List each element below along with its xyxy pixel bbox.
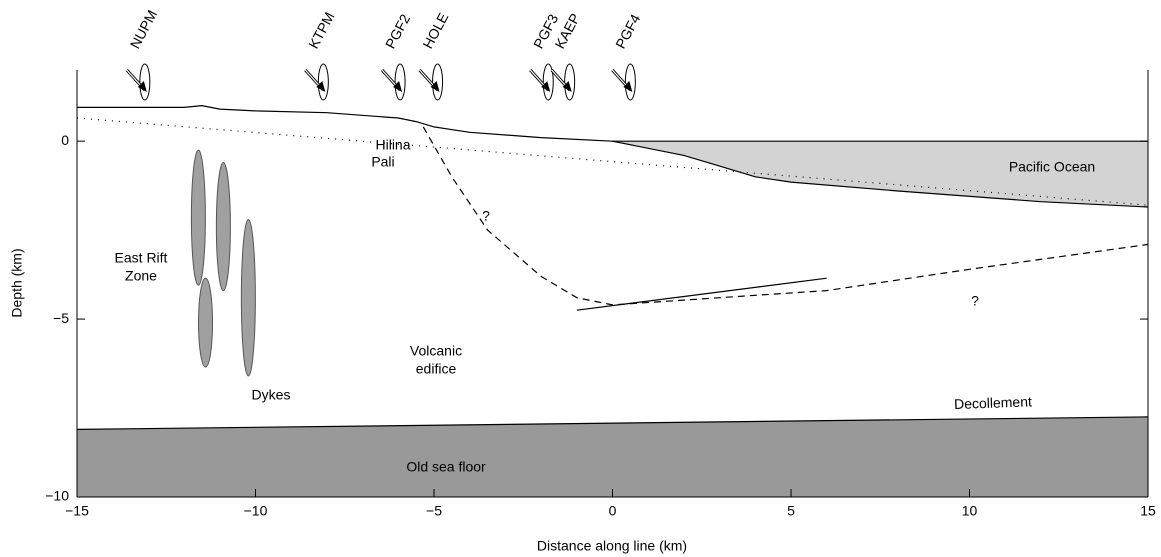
old-sea-floor bbox=[77, 416, 1148, 497]
y-axis-title: Depth (km) bbox=[9, 248, 25, 317]
annotation: ? bbox=[971, 293, 979, 309]
station-ellipse bbox=[394, 63, 406, 101]
seafloor-line bbox=[612, 140, 1149, 208]
arrow-head bbox=[562, 81, 572, 92]
arrow-head bbox=[541, 81, 551, 92]
x-tick-label: −10 bbox=[244, 503, 268, 519]
surface-line bbox=[77, 104, 613, 142]
x-tick-label: −15 bbox=[65, 503, 89, 519]
annotation: ? bbox=[482, 208, 490, 224]
annotation: Volcanic bbox=[410, 343, 462, 359]
station-ellipse bbox=[317, 63, 329, 101]
y-tick-label: 0 bbox=[61, 132, 69, 148]
arrow-head bbox=[137, 81, 147, 92]
decollement-line bbox=[76, 416, 1149, 430]
annotation: Pali bbox=[371, 154, 394, 170]
arrow-head bbox=[623, 81, 633, 92]
fault-line bbox=[422, 126, 1149, 306]
y-tick-label: −5 bbox=[53, 310, 69, 326]
annotation: Zone bbox=[125, 268, 157, 284]
annotation: East Rift bbox=[115, 250, 168, 266]
x-tick-label: 0 bbox=[609, 503, 617, 519]
station-ellipse bbox=[542, 63, 554, 101]
annotation: Hilina bbox=[375, 137, 410, 153]
station-ellipse bbox=[432, 63, 444, 101]
annotation: Pacific Ocean bbox=[1009, 159, 1095, 175]
station-ellipse bbox=[624, 63, 636, 101]
station-label: NUPM bbox=[127, 7, 160, 51]
arrow-head bbox=[393, 81, 403, 92]
x-tick-label: 5 bbox=[787, 503, 795, 519]
annotation: Dykes bbox=[252, 387, 291, 403]
x-tick-label: 15 bbox=[1140, 503, 1156, 519]
y-tick-label: −10 bbox=[45, 488, 69, 504]
station-label: KTPM bbox=[305, 9, 337, 51]
slip-line bbox=[576, 277, 827, 311]
station-label: PGF4 bbox=[612, 11, 643, 51]
arrow-head bbox=[316, 81, 326, 92]
annotation: Decollement bbox=[954, 393, 1032, 412]
annotation: Old sea floor bbox=[406, 459, 486, 475]
station-ellipse bbox=[139, 63, 151, 101]
ocean bbox=[612, 141, 1148, 207]
dyke bbox=[190, 149, 206, 286]
station-ellipse bbox=[564, 63, 576, 101]
station-label: HOLE bbox=[419, 10, 451, 51]
x-tick-label: −5 bbox=[426, 503, 442, 519]
arrow-head bbox=[430, 81, 440, 92]
annotation: edifice bbox=[416, 361, 457, 377]
dyke bbox=[215, 162, 231, 292]
dyke bbox=[198, 277, 214, 368]
x-axis-title: Distance along line (km) bbox=[537, 538, 687, 554]
station-label: PGF2 bbox=[382, 11, 413, 51]
dyke bbox=[240, 218, 256, 377]
x-tick-label: 10 bbox=[962, 503, 978, 519]
